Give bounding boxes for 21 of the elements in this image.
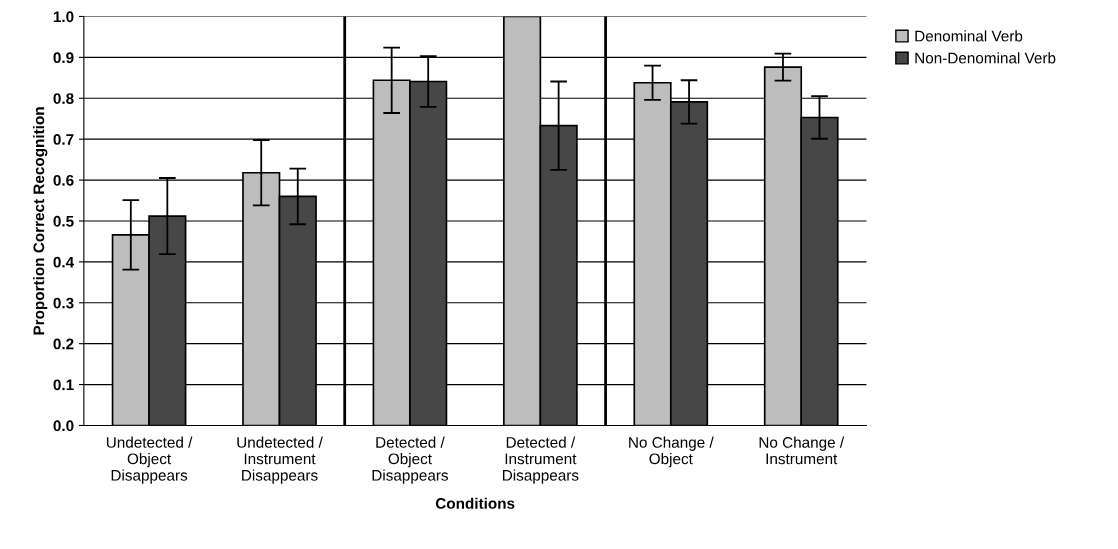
y-tick-label: 0.9	[53, 52, 74, 64]
y-tick-label: 0.5	[53, 215, 74, 227]
y-tick-label: 0.3	[53, 297, 74, 309]
x-tick-label: No Change / Instrument	[759, 436, 845, 465]
y-tick-label: 0.4	[53, 256, 75, 268]
y-tick-label: 0.7	[53, 134, 74, 145]
legend-label: Denominal Verb	[915, 30, 1023, 42]
y-tick-label: 0.0	[53, 420, 74, 432]
x-tick-label: Undetected / Object Disappears	[106, 436, 193, 484]
y-tick-label: 0.2	[53, 338, 74, 350]
x-tick-label: No Change / Object	[629, 436, 714, 468]
x-axis-title: Conditions	[435, 497, 515, 509]
y-tick-label: 0.8	[53, 93, 74, 104]
y-tick-label: 0.1	[53, 379, 74, 391]
y-tick-label: 0.6	[53, 174, 74, 186]
y-tick-label: 1.0	[53, 11, 74, 23]
legend-label: Non-Denominal Verb	[915, 52, 1056, 64]
x-tick-label: Detected / Instrument Disappears	[502, 436, 579, 484]
x-tick-label: Detected / Object Disappears	[372, 436, 449, 484]
y-axis-title: Proportion Correct Recognition	[33, 107, 48, 335]
x-tick-label: Undetected / Instrument Disappears	[237, 436, 323, 484]
